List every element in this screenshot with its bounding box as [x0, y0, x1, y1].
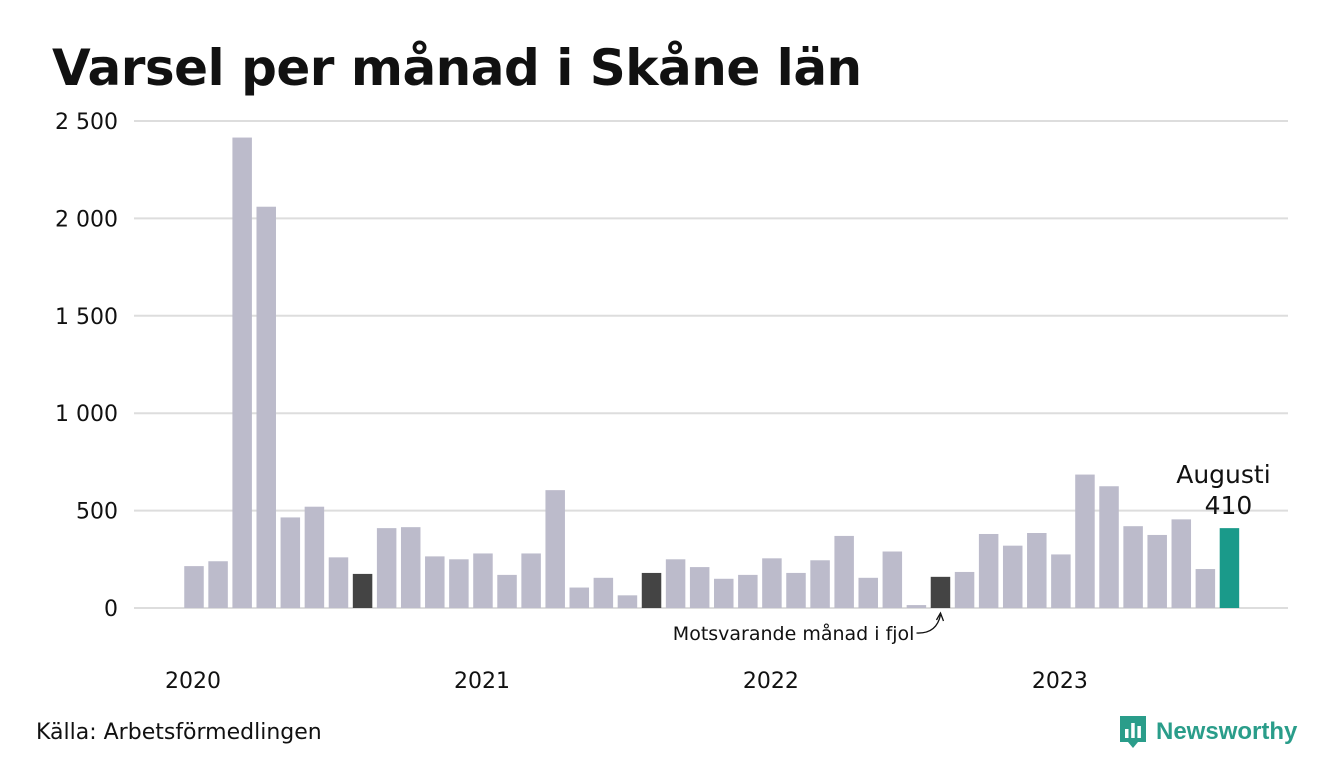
x-tick-label: 2023 [1032, 669, 1088, 694]
bar [954, 571, 975, 608]
bar [280, 517, 301, 608]
bar [1123, 526, 1143, 608]
prior-year-note: Motsvarande månad i fjol [673, 622, 915, 645]
bar [256, 206, 276, 608]
annotation-arrow [916, 614, 942, 634]
x-tick-label: 2021 [454, 669, 510, 694]
bar [858, 577, 878, 608]
bar [473, 553, 493, 608]
bar [978, 533, 999, 608]
y-tick-label: 0 [104, 597, 118, 622]
bar [328, 557, 349, 608]
newsworthy-chart-icon [1120, 716, 1146, 748]
x-tick-label: 2020 [165, 669, 221, 694]
bar [425, 556, 445, 608]
annotation-arrowhead [935, 611, 945, 622]
bar [689, 567, 710, 608]
current-value-label: 410 [1205, 491, 1253, 520]
y-tick-label: 1 500 [55, 305, 118, 330]
y-tick-label: 2 500 [55, 110, 118, 135]
bar [376, 528, 397, 608]
bar [521, 553, 541, 608]
bar [1075, 474, 1095, 608]
bar [1219, 528, 1240, 608]
current-month-label: Augusti [1176, 460, 1270, 489]
bar [1195, 569, 1216, 608]
bar [1099, 486, 1119, 608]
bar [304, 506, 325, 608]
bar [208, 561, 228, 608]
bar [1002, 545, 1023, 608]
bar [762, 558, 782, 608]
bar [569, 587, 590, 608]
y-tick-label: 1 000 [55, 402, 118, 427]
bar [810, 560, 830, 608]
y-tick-label: 500 [76, 500, 118, 525]
bar [545, 490, 565, 608]
bar [930, 576, 951, 608]
bar [834, 535, 854, 608]
bar [400, 527, 421, 608]
y-tick-label: 2 000 [55, 207, 118, 232]
bar [593, 577, 614, 608]
bar [1051, 554, 1071, 608]
bar [1171, 519, 1192, 608]
bar [714, 578, 734, 608]
newsworthy-logo: Newsworthy [1118, 714, 1297, 750]
bar [1147, 534, 1167, 608]
bar [617, 595, 638, 608]
bar [497, 574, 517, 608]
bar [184, 566, 204, 608]
chart-title: Varsel per månad i Skåne län [52, 39, 862, 97]
source-note: Källa: Arbetsförmedlingen [36, 720, 322, 745]
bar [786, 572, 806, 608]
bar [906, 605, 927, 608]
bar [1027, 533, 1047, 608]
x-tick-label: 2022 [743, 669, 799, 694]
bar [449, 559, 469, 608]
bar [352, 573, 373, 608]
bar [665, 559, 686, 608]
bar [232, 137, 252, 609]
bar [882, 551, 903, 608]
bar [641, 572, 662, 608]
bar [738, 574, 758, 608]
logo-text: Newsworthy [1156, 718, 1298, 745]
